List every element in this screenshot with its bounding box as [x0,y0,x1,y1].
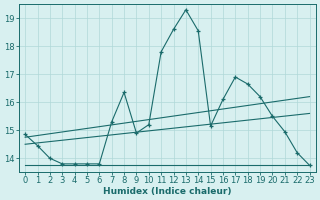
X-axis label: Humidex (Indice chaleur): Humidex (Indice chaleur) [103,187,232,196]
